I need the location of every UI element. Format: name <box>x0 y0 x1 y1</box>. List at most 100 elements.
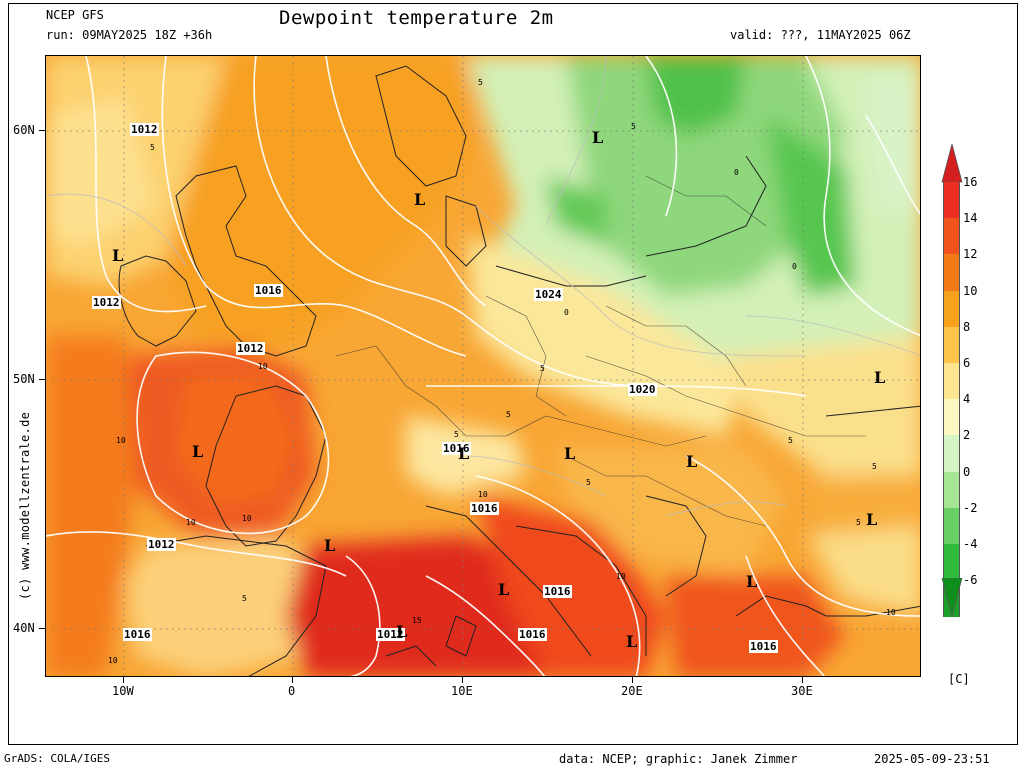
contour-label: 10 <box>242 514 252 523</box>
colorbar-unit: [C] <box>948 672 970 686</box>
colorbar-cell <box>943 182 960 219</box>
isobar-label: 1012 <box>130 123 159 136</box>
lon-tick <box>123 677 124 683</box>
contour-label: 5 <box>454 430 459 439</box>
low-pressure-marker: L <box>112 246 124 265</box>
dewpoint-map: 1012 1012 1016 1012 1024 1020 1016 1012 … <box>45 55 921 677</box>
colorbar-cell <box>943 218 960 256</box>
isobar-label: 1016 <box>518 628 547 641</box>
colorbar-label: 4 <box>963 392 971 407</box>
isobar-label: 1012 <box>92 296 121 309</box>
colorbar-label: 10 <box>963 283 978 298</box>
footer-software: GrADS: COLA/IGES <box>4 752 110 765</box>
low-pressure-marker: L <box>564 444 576 463</box>
low-pressure-marker: L <box>324 536 336 555</box>
contour-label: 0 <box>734 168 739 177</box>
lat-label-40n: 40N <box>13 621 35 635</box>
low-pressure-marker: L <box>866 510 878 529</box>
colorbar-cell <box>943 435 960 473</box>
isobar-label: 1012 <box>376 628 405 641</box>
figure-frame <box>8 3 1018 745</box>
contour-label: 5 <box>872 462 877 471</box>
lon-label-0: 0 <box>288 684 296 698</box>
low-pressure-marker: L <box>626 632 638 651</box>
lon-tick <box>632 677 633 683</box>
contour-label: 5 <box>150 143 155 152</box>
colorbar-label: 12 <box>963 247 978 262</box>
lon-tick <box>292 677 293 683</box>
low-pressure-marker: L <box>746 572 758 591</box>
colorbar-bottom-arrow <box>941 578 963 618</box>
contour-label: 5 <box>506 410 511 419</box>
lat-tick <box>39 379 45 380</box>
colorbar-cell <box>943 254 960 292</box>
site-credit: (c) www.modellzentrale.de <box>18 411 32 600</box>
colorbar-cell <box>943 471 960 509</box>
low-pressure-marker: L <box>498 580 510 599</box>
colorbar-label: 0 <box>963 464 971 479</box>
low-pressure-marker: L <box>592 128 604 147</box>
contour-label: 15 <box>412 616 422 625</box>
lat-label-50n: 50N <box>13 372 35 386</box>
lat-tick <box>39 130 45 131</box>
contour-label: 5 <box>856 518 861 527</box>
valid-time-label: valid: ???, 11MAY2025 06Z <box>730 28 911 42</box>
low-pressure-marker: L <box>396 622 408 641</box>
contour-label: 5 <box>242 594 247 603</box>
lat-tick <box>39 628 45 629</box>
colorbar-cell <box>943 544 960 581</box>
lon-tick <box>462 677 463 683</box>
run-label: run: 09MAY2025 18Z +36h <box>46 28 213 42</box>
contour-label: 5 <box>540 364 545 373</box>
footer-data-credit: data: NCEP; graphic: Janek Zimmer <box>559 752 798 766</box>
contour-label: 10 <box>886 608 896 617</box>
lon-label-10w: 10W <box>112 684 134 698</box>
contour-label: 5 <box>586 478 591 487</box>
footer-timestamp: 2025-05-09-23:51 <box>874 752 990 766</box>
isobar-label: 1012 <box>236 342 265 355</box>
colorbar-label: 16 <box>963 175 978 189</box>
isobar-label: 1016 <box>470 502 499 515</box>
isobar-label: 1012 <box>147 538 176 551</box>
model-label: NCEP GFS <box>46 8 104 22</box>
colorbar-top-arrow <box>941 144 963 183</box>
isobar-label: 1024 <box>534 288 563 301</box>
contour-label: 10 <box>616 572 626 581</box>
isobar-label: 1016 <box>543 585 572 598</box>
colorbar-cell <box>943 326 960 364</box>
colorbar-label: 8 <box>963 319 971 334</box>
low-pressure-marker: L <box>192 442 204 461</box>
contour-label: 5 <box>788 436 793 445</box>
colorbar-label: 6 <box>963 356 971 370</box>
isobar-label: 1016 <box>749 640 778 653</box>
contour-label: 10 <box>186 518 196 527</box>
colorbar-cell <box>943 507 960 545</box>
colorbar-label: -2 <box>963 500 978 515</box>
low-pressure-marker: L <box>874 368 886 387</box>
colorbar-cell <box>943 399 960 437</box>
low-pressure-marker: L <box>686 452 698 471</box>
colorbar-cell <box>943 290 960 328</box>
contour-label: 0 <box>564 308 569 317</box>
lon-tick <box>802 677 803 683</box>
contour-label: 10 <box>116 436 126 445</box>
contour-label: 10 <box>258 362 268 371</box>
colorbar-label: -4 <box>963 537 978 551</box>
isobar-label: 1020 <box>628 383 657 396</box>
isobar-label: 1016 <box>254 284 283 297</box>
lat-label-60n: 60N <box>13 123 35 137</box>
low-pressure-marker: L <box>414 190 426 209</box>
colorbar-label: 2 <box>963 428 971 443</box>
isobar-label: 1016 <box>123 628 152 641</box>
map-canvas <box>46 56 920 676</box>
contour-label: 10 <box>108 656 118 665</box>
contour-label: 10 <box>478 490 488 499</box>
contour-label: 5 <box>478 78 483 87</box>
map-title: Dewpoint temperature 2m <box>279 7 554 29</box>
isobar-label: 1016 <box>442 442 471 455</box>
colorbar-label: -6 <box>963 573 978 588</box>
low-pressure-marker: L <box>458 444 470 463</box>
colorbar-cell <box>943 363 960 400</box>
lon-label-10e: 10E <box>451 684 473 698</box>
contour-label: 5 <box>631 122 636 131</box>
